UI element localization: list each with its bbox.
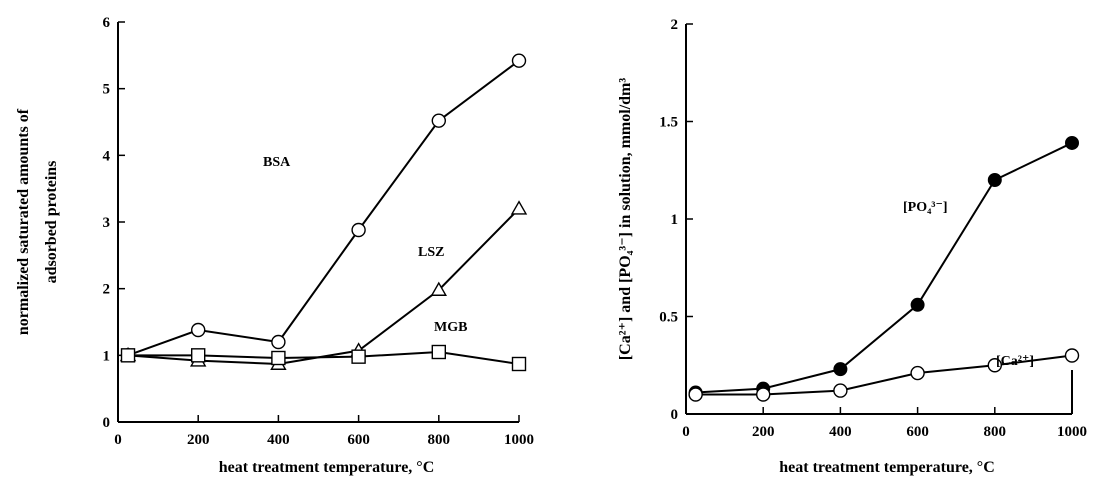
data-point — [910, 297, 925, 312]
series-line — [127, 207, 520, 366]
series-2 — [120, 344, 527, 372]
series-label: LSZ — [418, 245, 444, 260]
y-tick-label: 1 — [103, 348, 111, 364]
x-tick-label: 600 — [906, 424, 929, 440]
x-tick-label: 200 — [187, 432, 210, 448]
data-point — [1065, 135, 1079, 150]
series-label: [PO₄³⁻] — [903, 200, 948, 215]
x-tick-label: 1000 — [504, 432, 534, 448]
data-point — [271, 350, 286, 366]
data-point — [510, 200, 528, 215]
data-point — [833, 362, 848, 377]
y-tick-label: 5 — [103, 82, 111, 98]
x-tick-label: 0 — [682, 424, 690, 440]
x-tick-label: 200 — [752, 424, 775, 440]
x-tick-label: 0 — [114, 432, 122, 448]
series-line — [128, 350, 520, 365]
series-line — [695, 142, 1073, 394]
x-tick-label: 800 — [428, 432, 451, 448]
series-label: MGB — [434, 320, 467, 335]
data-point — [987, 358, 1002, 373]
data-point — [351, 349, 366, 364]
data-point — [910, 365, 925, 381]
series-line — [127, 59, 520, 357]
data-point — [431, 344, 446, 360]
series-1 — [119, 200, 528, 370]
series-1 — [688, 348, 1080, 402]
y-axis-title: [Ca²⁺] and [PO₄³⁻] in solution, mmol/dm³ — [617, 78, 634, 361]
data-point — [430, 281, 448, 296]
data-point — [1064, 348, 1080, 363]
y-tick-label: 2 — [103, 282, 111, 298]
data-point — [755, 387, 771, 402]
series-label: [Ca²⁺] — [996, 354, 1034, 369]
y-tick-label: 1.5 — [659, 115, 678, 131]
data-point — [120, 348, 136, 363]
data-point — [688, 387, 703, 402]
series-0 — [120, 53, 527, 363]
y-axis-title-line: adsorbed proteins — [43, 161, 60, 284]
data-point — [190, 348, 206, 363]
x-axis-title: heat treatment temperature, °C — [779, 459, 995, 476]
data-point — [511, 356, 527, 372]
y-tick-label: 0 — [671, 407, 679, 423]
x-axis-title: heat treatment temperature, °C — [219, 459, 435, 476]
y-axis-title-line: normalized saturated amounts of — [15, 108, 32, 335]
series-line — [695, 354, 1073, 396]
data-point — [431, 113, 446, 128]
data-point — [190, 322, 206, 338]
series-label: BSA — [263, 155, 291, 170]
x-tick-label: 800 — [984, 424, 1007, 440]
y-tick-label: 6 — [103, 15, 111, 31]
x-tick-label: 600 — [347, 432, 370, 448]
y-tick-label: 4 — [103, 148, 111, 164]
x-tick-label: 400 — [829, 424, 852, 440]
y-tick-label: 2 — [671, 17, 679, 33]
data-point — [351, 222, 366, 238]
ion-concentration-chart: 0 200 400 600 800 1000 0 0.5 1 1.5 2 heat treatment… — [617, 17, 1087, 476]
data-point — [987, 173, 1002, 187]
data-point — [833, 383, 848, 398]
data-point — [511, 53, 527, 68]
y-tick-label: 0 — [103, 415, 111, 431]
data-point — [271, 334, 286, 350]
protein-adsorption-chart: 0 200 400 600 800 1000 0 1 2 3 4 5 6 heat treatment t… — [15, 15, 534, 476]
x-tick-label: 400 — [267, 432, 290, 448]
x-tick-label: 1000 — [1057, 424, 1087, 440]
y-tick-label: 0.5 — [659, 310, 678, 326]
y-tick-label: 3 — [103, 215, 111, 231]
y-tick-label: 1 — [671, 212, 679, 228]
